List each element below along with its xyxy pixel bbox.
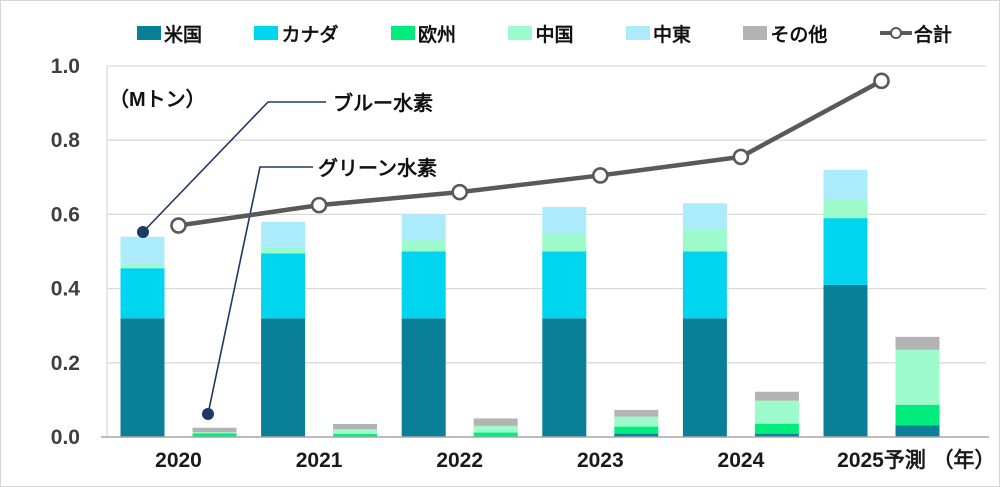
y-tick-label-0.4: 0.4 bbox=[51, 278, 81, 301]
bar-ブルー水素-2024-中国 bbox=[682, 229, 727, 252]
x-tick-label-2020: 2020 bbox=[155, 449, 202, 472]
bar-グリーン水素-2023-中国 bbox=[614, 416, 659, 427]
annotation-line-green-hydrogen bbox=[207, 166, 313, 415]
bar-グリーン水素-2022-中国 bbox=[473, 425, 518, 433]
legend-label: 欧州 bbox=[417, 24, 456, 46]
total-marker-2022 bbox=[451, 183, 469, 201]
bar-グリーン水素-2025予測-米国 bbox=[895, 425, 940, 437]
legend-label: カナダ bbox=[281, 24, 339, 46]
total-marker-2025予測 bbox=[873, 72, 890, 90]
bar-グリーン水素-2025予測-欧州 bbox=[895, 404, 940, 426]
bar-グリーン水素-2021-欧州 bbox=[333, 434, 378, 437]
annotation-line-blue-hydrogen bbox=[142, 101, 326, 233]
x-tick-label-2022: 2022 bbox=[436, 449, 483, 472]
total-line bbox=[178, 78, 883, 228]
annotation-dot-blue-hydrogen bbox=[137, 226, 149, 238]
x-axis-unit-label: （年） bbox=[933, 448, 996, 472]
legend-swatch-icon bbox=[508, 26, 533, 40]
bar-ブルー水素-2024-中東 bbox=[682, 203, 727, 230]
bar-グリーン水素-2024-その他 bbox=[754, 391, 799, 401]
legend-swatch-icon bbox=[390, 26, 415, 40]
bar-グリーン水素-2024-米国 bbox=[754, 433, 799, 437]
bar-ブルー水素-2020-米国 bbox=[120, 318, 165, 437]
bar-グリーン水素-2020-中国 bbox=[192, 432, 237, 434]
legend-swatch-icon bbox=[137, 26, 161, 40]
legend-label: 中東 bbox=[652, 24, 691, 46]
bar-グリーン水素-2023-米国 bbox=[614, 433, 659, 437]
bar-ブルー水素-2023-米国 bbox=[542, 318, 587, 437]
bar-ブルー水素-2020-中国 bbox=[120, 264, 165, 269]
bar-ブルー水素-2021-中東 bbox=[261, 221, 306, 248]
legend-item-中国: 中国 bbox=[508, 20, 573, 47]
bar-ブルー水素-2022-中国 bbox=[401, 240, 446, 252]
legend-item-中東: 中東 bbox=[625, 20, 691, 47]
legend-item-欧州: 欧州 bbox=[390, 20, 456, 47]
bar-グリーン水素-2025予測-その他 bbox=[895, 336, 940, 350]
legend-swatch-icon bbox=[625, 26, 650, 40]
legend-label: 合計 bbox=[913, 24, 952, 46]
x-tick-label-2021: 2021 bbox=[296, 449, 343, 472]
bar-グリーン水素-2024-中国 bbox=[754, 400, 799, 424]
bar-ブルー水素-2020-中東 bbox=[120, 236, 165, 265]
bar-ブルー水素-2023-カナダ bbox=[542, 251, 587, 319]
y-tick-label-1.0: 1.0 bbox=[51, 55, 80, 78]
bar-ブルー水素-2024-米国 bbox=[682, 318, 727, 437]
annotation-green-hydrogen: グリーン水素 bbox=[318, 158, 437, 180]
bar-グリーン水素-2023-その他 bbox=[614, 409, 659, 417]
y-tick-label-0.8: 0.8 bbox=[51, 129, 81, 152]
bar-ブルー水素-2021-中国 bbox=[261, 247, 306, 254]
legend-label: その他 bbox=[770, 24, 828, 46]
total-marker-2021 bbox=[310, 196, 328, 214]
bar-ブルー水素-2022-米国 bbox=[401, 318, 446, 437]
x-tick-label-2024: 2024 bbox=[718, 449, 765, 472]
x-tick-label-2023: 2023 bbox=[577, 449, 624, 472]
bar-グリーン水素-2022-その他 bbox=[473, 418, 518, 426]
legend-item-その他: その他 bbox=[743, 20, 827, 47]
total-marker-2023 bbox=[591, 167, 609, 184]
chart-legend: 米国 カナダ 欧州 中国 中東 その他 合計 bbox=[137, 20, 952, 46]
bar-グリーン水素-2024-欧州 bbox=[754, 423, 799, 434]
bar-ブルー水素-2022-カナダ bbox=[401, 251, 446, 319]
bar-ブルー水素-2025予測-中国 bbox=[823, 199, 868, 219]
bar-ブルー水素-2025予測-カナダ bbox=[823, 218, 868, 285]
bar-ブルー水素-2023-中国 bbox=[542, 232, 587, 252]
x-tick-label-2025予測: 2025予測 bbox=[837, 449, 926, 472]
bar-グリーン水素-2023-欧州 bbox=[614, 426, 659, 434]
bar-ブルー水素-2023-中東 bbox=[542, 206, 587, 233]
annotation-dot-green-hydrogen bbox=[202, 408, 214, 420]
total-line-marker-icon bbox=[879, 27, 912, 39]
bar-グリーン水素-2021-中国 bbox=[333, 429, 378, 435]
bar-ブルー水素-2024-カナダ bbox=[682, 251, 727, 319]
legend-item-合計: 合計 bbox=[879, 20, 952, 47]
annotation-blue-hydrogen: ブルー水素 bbox=[333, 93, 433, 115]
legend-swatch-icon bbox=[743, 26, 768, 40]
y-tick-label-0.6: 0.6 bbox=[51, 203, 80, 226]
legend-item-米国: 米国 bbox=[137, 20, 202, 47]
legend-item-カナダ: カナダ bbox=[254, 20, 339, 47]
bar-グリーン水素-2020-その他 bbox=[192, 427, 237, 433]
bar-ブルー水素-2025予測-米国 bbox=[823, 284, 868, 437]
legend-swatch-icon bbox=[254, 26, 279, 40]
bar-ブルー水素-2020-カナダ bbox=[120, 268, 165, 319]
legend-label: 米国 bbox=[164, 24, 203, 46]
y-tick-label-0.0: 0.0 bbox=[51, 426, 80, 449]
legend-label: 中国 bbox=[535, 24, 574, 46]
y-axis-unit-label: （Mトン） bbox=[109, 89, 206, 111]
bar-グリーン水素-2021-その他 bbox=[333, 424, 378, 430]
y-tick-label-0.2: 0.2 bbox=[51, 352, 80, 375]
bar-ブルー水素-2025予測-中東 bbox=[823, 169, 868, 200]
bar-ブルー水素-2022-中東 bbox=[401, 214, 446, 241]
bar-グリーン水素-2020-欧州 bbox=[192, 433, 237, 437]
bar-グリーン水素-2022-欧州 bbox=[473, 432, 518, 437]
bar-ブルー水素-2021-カナダ bbox=[261, 253, 306, 319]
bar-グリーン水素-2025予測-中国 bbox=[895, 349, 940, 405]
total-marker-2020 bbox=[170, 217, 187, 234]
bar-ブルー水素-2021-米国 bbox=[261, 318, 306, 437]
total-marker-2024 bbox=[732, 148, 750, 166]
